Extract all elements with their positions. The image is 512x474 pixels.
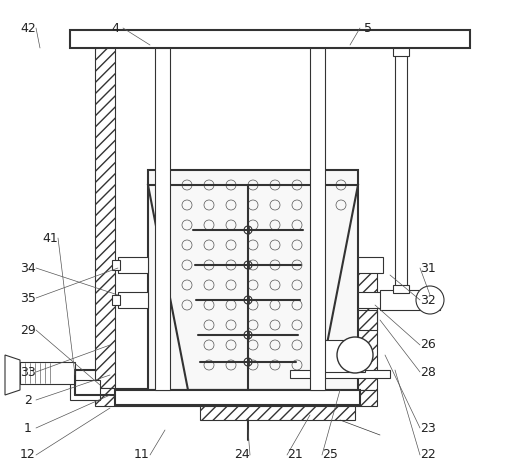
Text: 22: 22 — [420, 448, 436, 462]
Bar — [70, 30, 470, 48]
Text: 12: 12 — [20, 448, 36, 462]
Text: 29: 29 — [20, 323, 36, 337]
Bar — [95, 48, 115, 388]
Text: 41: 41 — [42, 231, 58, 245]
Bar — [95, 388, 295, 406]
Text: 28: 28 — [420, 365, 436, 379]
Text: 35: 35 — [20, 292, 36, 304]
Text: 2: 2 — [24, 393, 32, 407]
Text: 42: 42 — [20, 21, 36, 35]
Bar — [290, 370, 390, 378]
Text: 1: 1 — [24, 421, 32, 435]
Bar — [380, 290, 440, 310]
Circle shape — [244, 331, 252, 339]
Text: 11: 11 — [134, 448, 150, 462]
Text: 21: 21 — [287, 448, 303, 462]
Text: 5: 5 — [364, 21, 372, 35]
Bar — [393, 285, 409, 293]
Circle shape — [244, 226, 252, 234]
Circle shape — [244, 296, 252, 304]
Polygon shape — [5, 355, 20, 395]
Text: 23: 23 — [420, 421, 436, 435]
Bar — [355, 310, 377, 330]
Bar — [70, 380, 100, 400]
Text: 24: 24 — [234, 448, 250, 462]
Bar — [393, 48, 409, 56]
Circle shape — [244, 261, 252, 269]
Text: 31: 31 — [420, 262, 436, 274]
Bar — [320, 340, 365, 372]
Text: 34: 34 — [20, 262, 36, 274]
Text: 33: 33 — [20, 365, 36, 379]
Text: 32: 32 — [420, 293, 436, 307]
Bar — [20, 362, 75, 384]
Text: 25: 25 — [322, 448, 338, 462]
Bar — [112, 295, 120, 305]
Text: 4: 4 — [111, 21, 119, 35]
Text: 26: 26 — [420, 338, 436, 352]
Bar — [155, 48, 170, 390]
Bar — [115, 390, 360, 405]
Bar — [148, 170, 358, 390]
Bar — [358, 257, 383, 273]
Circle shape — [416, 286, 444, 314]
Bar — [355, 260, 377, 390]
Bar — [118, 257, 148, 273]
Bar — [200, 406, 355, 420]
Circle shape — [337, 337, 373, 373]
Bar — [112, 260, 120, 270]
Bar — [310, 48, 325, 390]
Circle shape — [244, 358, 252, 366]
Bar — [395, 50, 407, 290]
Bar — [118, 292, 148, 308]
Bar — [358, 292, 383, 308]
Bar — [355, 390, 377, 406]
